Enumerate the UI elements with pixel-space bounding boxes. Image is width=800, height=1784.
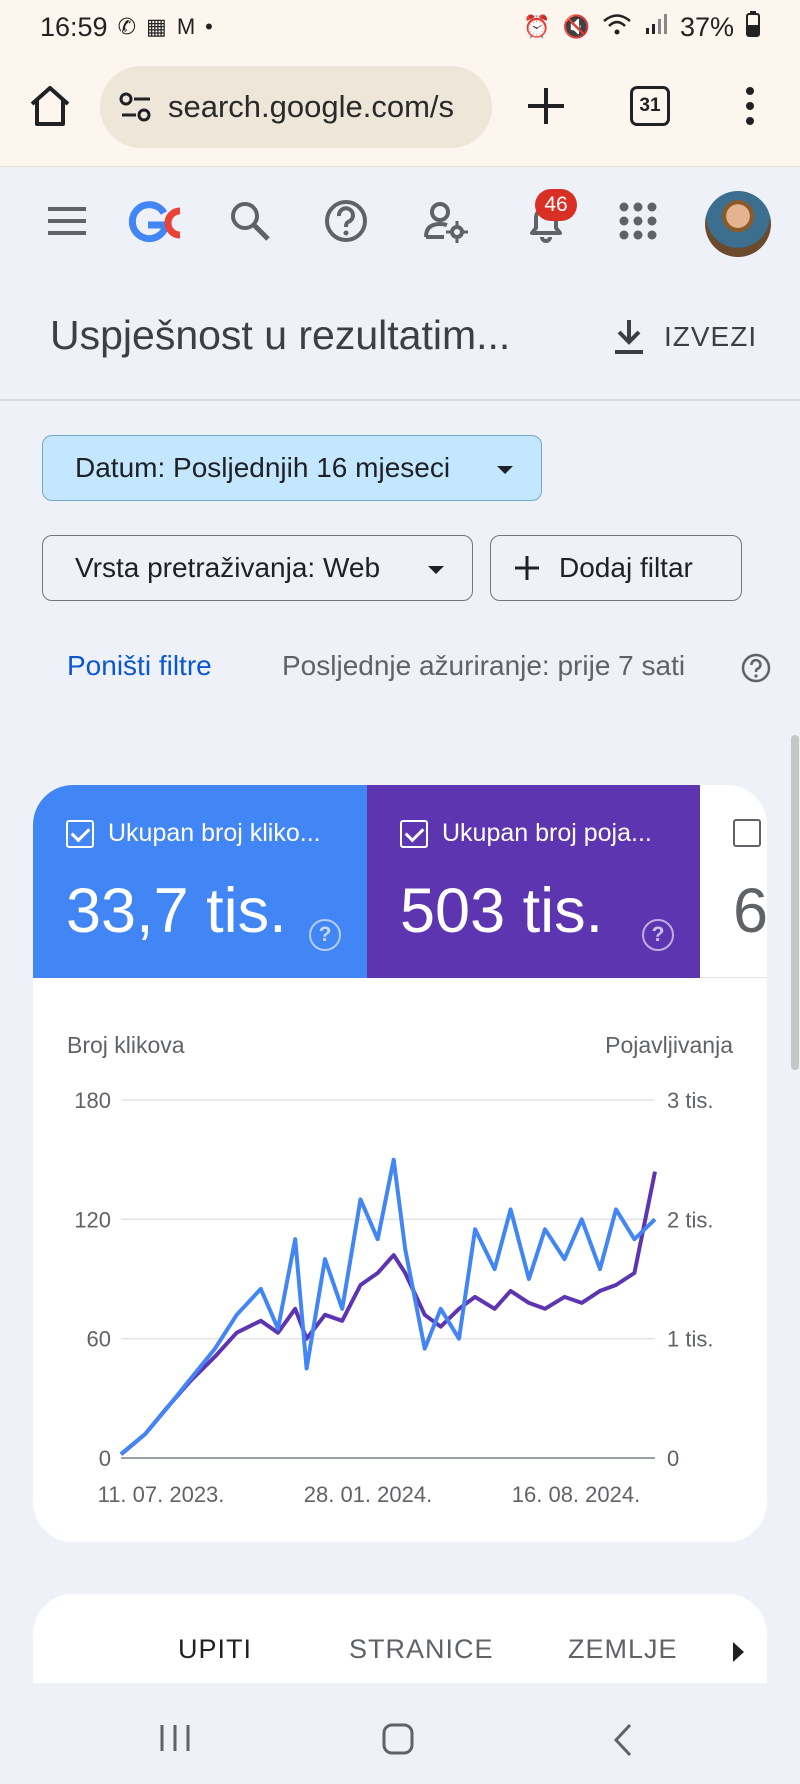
tab-countries[interactable]: ZEMLJE — [568, 1634, 678, 1664]
checkbox-checked-icon[interactable] — [400, 819, 428, 848]
calendar-icon: ▦ — [146, 14, 167, 39]
checkbox-checked-icon[interactable] — [66, 819, 94, 848]
metric-tile-impressions[interactable]: Ukupan broj poja... 503 tis. ? — [367, 785, 700, 978]
y-axis-label: Broj klikova — [67, 1032, 185, 1058]
battery-percent: 37% — [679, 11, 734, 42]
mute-icon: 🔇 — [562, 14, 590, 39]
battery-icon — [746, 11, 760, 43]
status-bar: 16:59 ✆ ▦ M • ⏰ 🔇 37% — [0, 0, 800, 54]
help-icon[interactable]: ? — [642, 919, 674, 951]
signal-icon — [644, 12, 668, 42]
metric-value: 503 tis. — [400, 876, 604, 946]
tab-pages[interactable]: STRANICE — [349, 1634, 494, 1664]
whatsapp-icon: ✆ — [117, 14, 137, 39]
performance-chart: Broj klikova Pojavljivanja 0 0 60 1 tis. 120… — [67, 1032, 733, 1507]
y2-tick-label: 3 tis. — [667, 1088, 713, 1113]
clock: 16:59 — [40, 11, 108, 42]
new-tab-icon[interactable] — [524, 84, 568, 128]
y-tick-label: 180 — [74, 1088, 111, 1113]
add-filter-label: Dodaj filtar — [559, 552, 693, 583]
x-tick-label: 28. 01. 2024. — [304, 1482, 432, 1507]
performance-card: Ukupan broj kliko... 33,7 tis. ? Ukupan … — [33, 785, 767, 1542]
app-header — [0, 167, 800, 285]
series-line-clicks — [119, 1157, 657, 1456]
tab-switcher-button[interactable]: 31 — [630, 86, 670, 126]
metric-tile-clicks[interactable]: Ukupan broj kliko... 33,7 tis. ? — [33, 785, 367, 978]
avatar[interactable] — [705, 191, 771, 257]
checkbox-unchecked-icon[interactable] — [733, 819, 761, 847]
metric-tile-ctr[interactable]: 6 — [700, 785, 767, 978]
last-updated-text: Posljednje ažuriranje: prije 7 sati — [282, 650, 686, 681]
y2-tick-label: 2 tis. — [667, 1207, 713, 1232]
search-type-filter-chip[interactable]: Vrsta pretraživanja: Web — [42, 535, 473, 601]
x-tick-label: 11. 07. 2023. — [98, 1482, 225, 1507]
metric-value: 6 — [733, 876, 767, 946]
reset-filters-link[interactable]: Poništi filtre — [67, 650, 212, 681]
system-nav-bar — [0, 1683, 800, 1784]
help-icon[interactable] — [322, 197, 370, 245]
dot-icon: • — [205, 14, 213, 39]
date-filter-label: Datum: Posljednjih 16 mjeseci — [75, 452, 451, 483]
url-text: search.google.com/s — [168, 89, 455, 124]
recent-apps-icon[interactable] — [158, 1723, 192, 1753]
download-icon — [615, 320, 643, 354]
chevron-down-icon — [497, 466, 513, 474]
metric-value: 33,7 tis. — [66, 876, 287, 946]
back-icon[interactable] — [612, 1723, 634, 1757]
wifi-icon — [602, 12, 632, 42]
scrollbar-thumb[interactable] — [791, 735, 799, 1070]
more-vert-icon[interactable] — [735, 84, 765, 128]
browser-toolbar: search.google.com/s 31 — [0, 54, 800, 167]
metric-label: Ukupan broj kliko... — [108, 819, 321, 847]
tab-queries[interactable]: UPITI — [178, 1634, 253, 1664]
x-tick-label: 16. 08. 2024. — [512, 1482, 640, 1507]
user-settings-icon[interactable] — [422, 197, 470, 245]
address-bar[interactable]: search.google.com/s — [100, 66, 492, 148]
help-icon[interactable] — [740, 652, 772, 684]
notification-badge: 46 — [535, 189, 577, 221]
site-settings-icon[interactable] — [118, 89, 154, 125]
page-title: Uspješnost u rezultatim... — [50, 312, 511, 358]
help-icon[interactable]: ? — [309, 919, 341, 951]
series-line-impressions — [119, 1171, 657, 1456]
header-divider — [0, 399, 800, 401]
export-button[interactable]: IZVEZI — [612, 318, 757, 356]
metric-label: Ukupan broj poja... — [442, 819, 652, 847]
gmail-icon: M — [176, 14, 196, 39]
plus-icon — [515, 556, 539, 580]
y2-tick-label: 0 — [667, 1446, 679, 1471]
google-logo-icon — [128, 201, 180, 243]
alarm-icon: ⏰ — [523, 14, 551, 39]
export-label: IZVEZI — [664, 321, 758, 352]
home-icon[interactable] — [26, 82, 74, 130]
y2-tick-label: 1 tis. — [667, 1327, 713, 1352]
chevron-right-icon[interactable] — [733, 1642, 744, 1662]
date-filter-chip[interactable]: Datum: Posljednjih 16 mjeseci — [42, 435, 542, 501]
hamburger-menu-icon[interactable] — [44, 197, 92, 245]
apps-grid-icon[interactable] — [614, 197, 662, 245]
add-filter-button[interactable]: Dodaj filtar — [490, 535, 742, 601]
y-tick-label: 60 — [87, 1327, 111, 1352]
y-tick-label: 0 — [99, 1446, 111, 1471]
y2-axis-label: Pojavljivanja — [605, 1032, 733, 1058]
search-icon[interactable] — [226, 197, 274, 245]
chevron-down-icon — [428, 566, 444, 574]
y-tick-label: 120 — [74, 1207, 111, 1232]
home-nav-icon[interactable] — [382, 1723, 414, 1755]
search-type-label: Vrsta pretraživanja: Web — [75, 552, 381, 583]
